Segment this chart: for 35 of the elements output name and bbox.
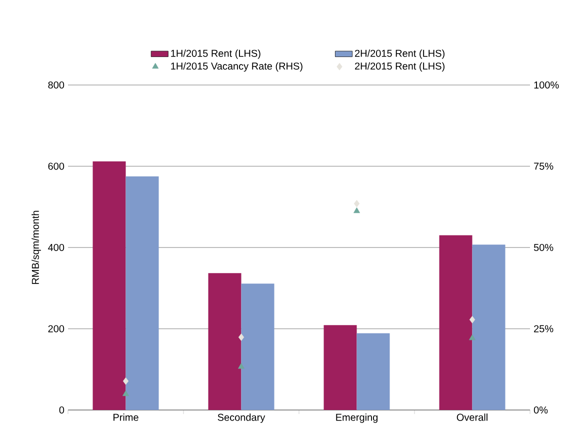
point <box>238 334 244 341</box>
point <box>122 390 129 396</box>
y-axis-title: RMB/sqm/month <box>32 210 41 284</box>
x-tick-label: Overall <box>456 414 488 421</box>
point <box>122 377 129 385</box>
y2-tick-label: 0% <box>534 406 548 414</box>
y-tick-label: 800 <box>48 81 64 89</box>
point <box>469 334 476 340</box>
bar <box>126 176 159 410</box>
point <box>354 200 360 208</box>
point <box>354 207 360 214</box>
y-tick-label: 400 <box>48 244 64 252</box>
legend-label: 2H/2015 Rent (LHS) <box>355 62 444 72</box>
bar <box>208 273 242 410</box>
bar <box>241 284 274 410</box>
bar <box>356 333 390 410</box>
x-tick-label: Emerging <box>336 414 378 423</box>
y2-tick-label: 75% <box>534 162 554 170</box>
legend-label: 1H/2015 Rent (LHS) <box>171 50 260 59</box>
y2-tick-label: 50% <box>534 244 554 252</box>
point <box>469 316 476 324</box>
bar <box>439 235 472 410</box>
point <box>238 363 244 369</box>
legend-label: 1H/2015 Vacancy Rate (RHS) <box>171 62 302 72</box>
y-tick-label: 600 <box>48 162 64 170</box>
x-tick-label: Prime <box>114 414 138 421</box>
bar <box>472 244 506 410</box>
y-tick-label: 0 <box>59 406 64 414</box>
x-tick-label: Secondary <box>218 414 266 423</box>
y-tick-label: 200 <box>48 325 64 332</box>
y2-tick-label: 100% <box>534 81 559 89</box>
y2-tick-label: 25% <box>534 325 554 332</box>
bar <box>92 161 126 410</box>
legend-label: 2H/2015 Rent (LHS) <box>355 50 444 59</box>
bar <box>324 325 357 410</box>
